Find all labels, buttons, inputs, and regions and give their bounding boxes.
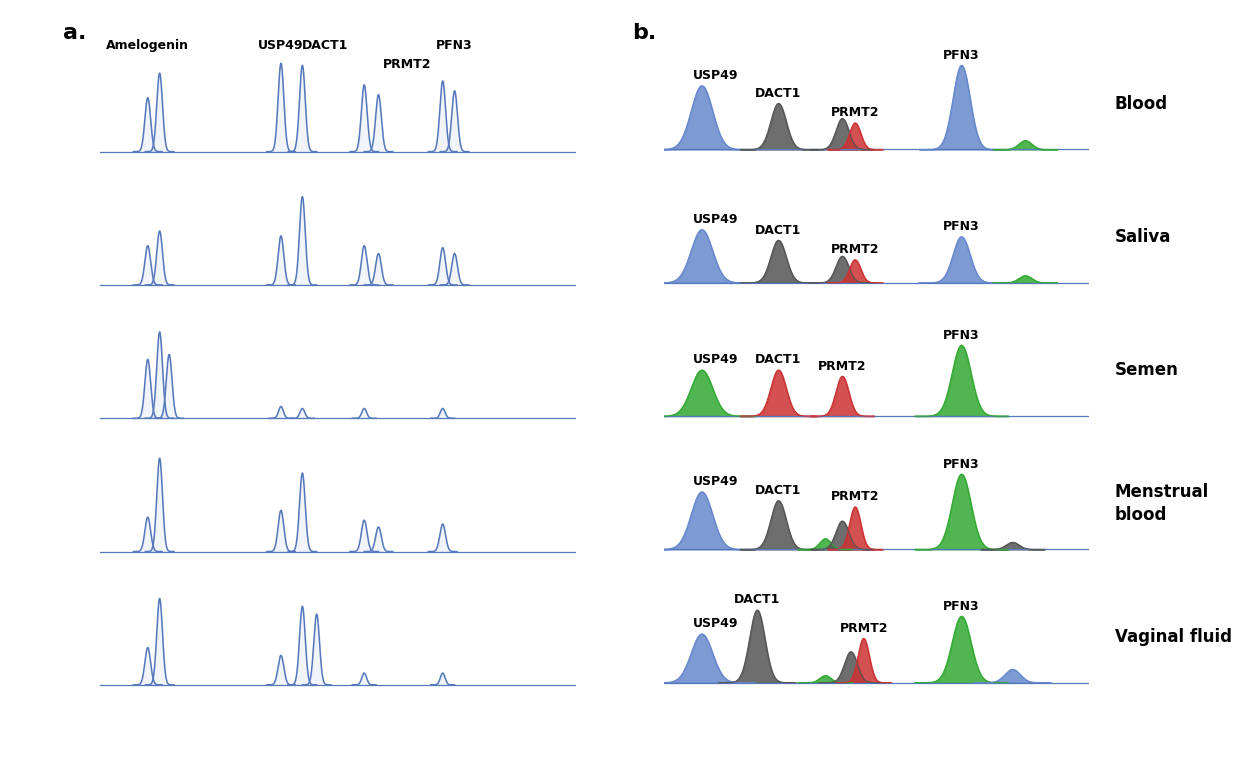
Text: Vaginal fluid: Vaginal fluid bbox=[1114, 628, 1232, 646]
Text: PRMT2: PRMT2 bbox=[831, 491, 879, 503]
Text: PRMT2: PRMT2 bbox=[831, 106, 879, 119]
Text: PRMT2: PRMT2 bbox=[818, 360, 866, 373]
Text: DACT1: DACT1 bbox=[755, 87, 801, 100]
Text: Saliva: Saliva bbox=[1114, 228, 1171, 246]
Text: Menstrual
blood: Menstrual blood bbox=[1114, 484, 1209, 524]
Text: DACT1: DACT1 bbox=[303, 39, 349, 51]
Text: USP49: USP49 bbox=[258, 39, 304, 51]
Text: PFN3: PFN3 bbox=[943, 600, 980, 613]
Text: USP49: USP49 bbox=[694, 475, 739, 488]
Text: a.: a. bbox=[63, 23, 86, 43]
Text: Semen: Semen bbox=[1114, 361, 1178, 379]
Text: PFN3: PFN3 bbox=[943, 329, 980, 342]
Text: PRMT2: PRMT2 bbox=[831, 243, 879, 257]
Text: Amelogenin: Amelogenin bbox=[106, 39, 189, 51]
Text: PFN3: PFN3 bbox=[943, 457, 980, 470]
Text: USP49: USP49 bbox=[694, 618, 739, 630]
Text: b.: b. bbox=[632, 23, 656, 43]
Text: USP49: USP49 bbox=[694, 69, 739, 82]
Text: DACT1: DACT1 bbox=[755, 224, 801, 236]
Text: PFN3: PFN3 bbox=[943, 49, 980, 62]
Text: PRMT2: PRMT2 bbox=[839, 622, 888, 635]
Text: DACT1: DACT1 bbox=[755, 353, 801, 367]
Text: PFN3: PFN3 bbox=[943, 220, 980, 233]
Text: DACT1: DACT1 bbox=[734, 594, 780, 607]
Text: DACT1: DACT1 bbox=[755, 484, 801, 497]
Text: PRMT2: PRMT2 bbox=[383, 58, 432, 71]
Text: USP49: USP49 bbox=[694, 353, 739, 367]
Text: USP49: USP49 bbox=[694, 213, 739, 226]
Text: Blood: Blood bbox=[1114, 95, 1168, 112]
Text: PFN3: PFN3 bbox=[436, 39, 473, 51]
